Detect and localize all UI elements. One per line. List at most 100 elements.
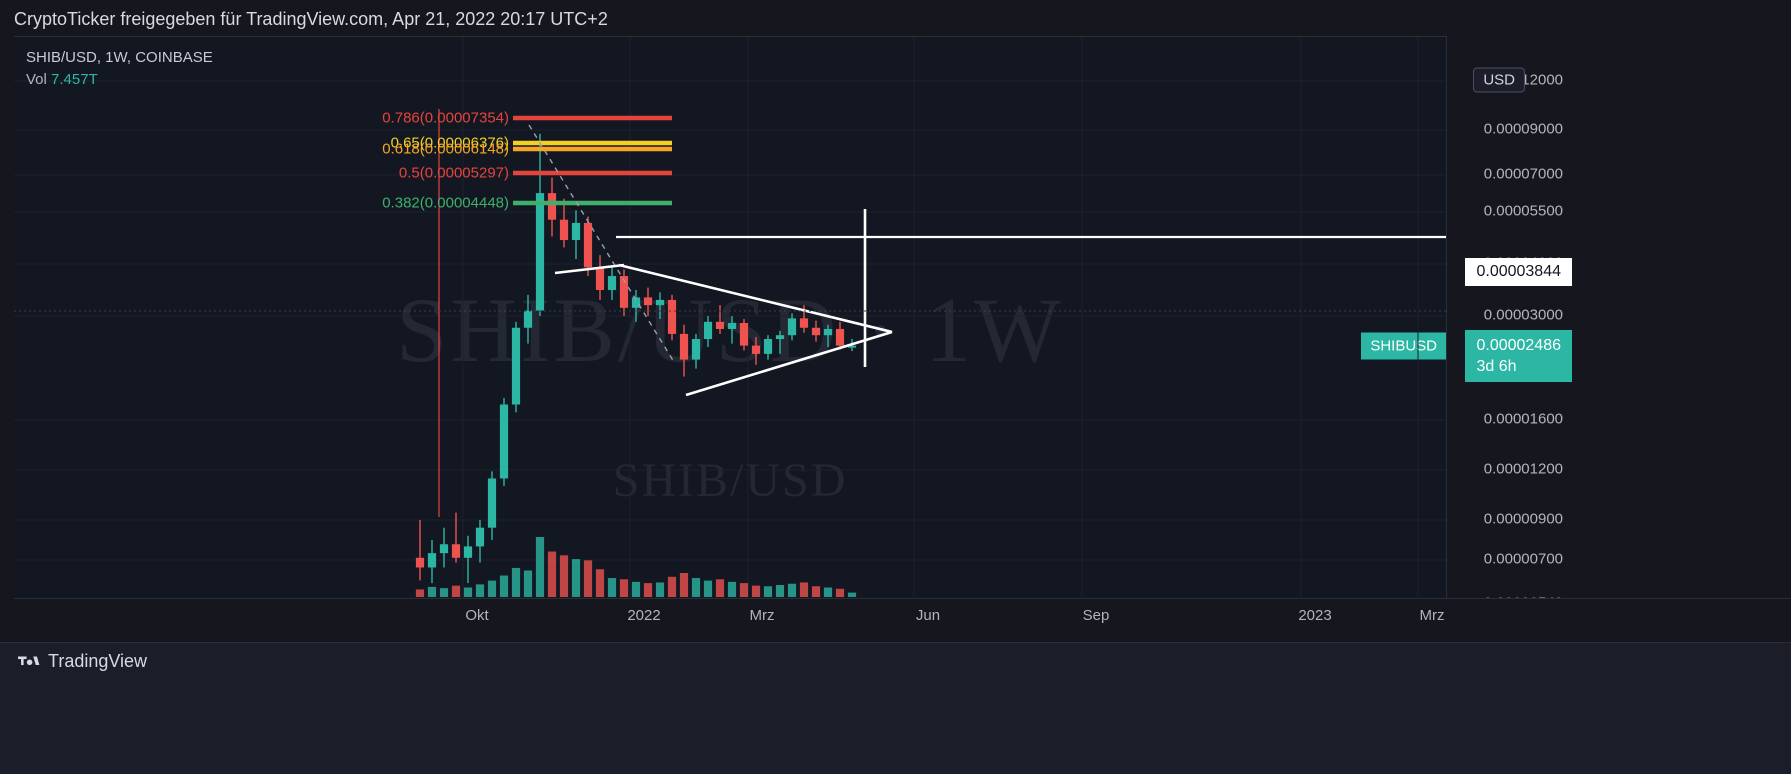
- candle-body: [451, 544, 461, 558]
- volume-bar: [535, 537, 545, 597]
- price-tick: 0.00003000: [1483, 306, 1563, 324]
- triangle-upper-extension: [554, 263, 625, 275]
- fib-level-label: 0.618(0.00006148): [382, 140, 509, 158]
- price-tick: 0.00000900: [1483, 510, 1563, 528]
- candle-body: [571, 222, 581, 241]
- volume-bar: [547, 551, 557, 597]
- price-tick: 0.00009000: [1483, 120, 1563, 138]
- fib-level-label: 0.65(0.00006376): [390, 134, 509, 152]
- currency-badge[interactable]: USD: [1473, 67, 1525, 93]
- grid-lines: [14, 37, 1446, 599]
- tradingview-brand[interactable]: TradingView: [18, 651, 147, 672]
- last-price-badge[interactable]: 0.00002486 3d 6h: [1465, 330, 1572, 382]
- candle-body: [667, 299, 677, 334]
- candle-body: [547, 193, 557, 220]
- price-tick: 0.00000700: [1483, 550, 1563, 568]
- time-tick: Jun: [915, 607, 941, 624]
- volume-bar: [703, 580, 713, 597]
- candle-body: [835, 328, 845, 346]
- candle-body: [427, 553, 437, 568]
- volume-bar: [775, 585, 785, 597]
- time-tick: Mrz: [1419, 607, 1445, 624]
- legend-volume-row[interactable]: Vol 7.457T: [26, 69, 213, 91]
- time-tick: 2022: [627, 607, 661, 624]
- time-tick: Sep: [1082, 607, 1110, 624]
- volume-bar: [691, 578, 701, 597]
- candle-body: [487, 478, 497, 528]
- volume-value: 7.457T: [51, 71, 98, 88]
- volume-bar: [787, 583, 797, 597]
- volume-bar: [523, 570, 533, 597]
- candle-body: [559, 219, 569, 241]
- volume-bar: [739, 583, 749, 597]
- volume-bar: [811, 586, 821, 597]
- fib-level-label: 0.5(0.00005297): [398, 164, 509, 182]
- tradingview-brand-label: TradingView: [48, 651, 148, 671]
- candle-body: [763, 339, 773, 354]
- volume-bar: [799, 582, 809, 597]
- time-tick: Mrz: [749, 607, 775, 624]
- volume-bar: [451, 585, 461, 597]
- dashed-trendline: [528, 124, 675, 363]
- candle-body: [679, 333, 689, 360]
- volume-bar: [439, 588, 449, 597]
- volume-bar: [487, 580, 497, 597]
- price-tick: 0.00001200: [1483, 460, 1563, 478]
- volume-bar: [655, 582, 665, 597]
- volume-bar: [715, 579, 725, 597]
- volume-bar: [415, 589, 425, 597]
- candle-body: [823, 328, 833, 336]
- volume-bar: [463, 587, 473, 597]
- candle-body: [499, 404, 509, 479]
- footer: TradingView: [0, 642, 1791, 774]
- candle-body: [619, 276, 629, 308]
- candle-body: [523, 310, 533, 328]
- candle-body: [715, 321, 725, 329]
- price-axis[interactable]: 0.000120000.000090000.000070000.00005500…: [1361, 36, 1791, 637]
- candle-body: [643, 297, 653, 306]
- volume-bar: [607, 578, 617, 597]
- legend-symbol-row[interactable]: SHIB/USD, 1W, COINBASE: [26, 49, 213, 66]
- volume-bar: [619, 579, 629, 597]
- volume-bar: [583, 560, 593, 597]
- candle-body: [751, 345, 761, 354]
- candle-body: [691, 339, 701, 360]
- volume-bar: [511, 567, 521, 597]
- volume-bar: [595, 569, 605, 597]
- volume-bar: [475, 584, 485, 597]
- volume-bar: [631, 581, 641, 597]
- candle-body: [607, 276, 617, 290]
- triangle-upper-trendline: [618, 263, 893, 334]
- volume-bar: [667, 576, 677, 597]
- fib-level-label: 0.786(0.00007354): [382, 109, 509, 127]
- chart-plot-svg: [14, 37, 1446, 599]
- chart-legend: SHIB/USD, 1W, COINBASE Vol 7.457T: [26, 47, 213, 91]
- triangle-lower-trendline: [685, 330, 893, 397]
- last-price-value: 0.00002486: [1476, 337, 1561, 354]
- symbol-price-badge: SHIBUSD: [1361, 332, 1446, 360]
- price-tick: 0.00007000: [1483, 165, 1563, 183]
- candle-body: [799, 318, 809, 328]
- candle-body: [727, 322, 737, 329]
- volume-bar: [499, 575, 509, 597]
- candle-body: [535, 193, 545, 311]
- volume-bar: [751, 585, 761, 597]
- time-tick: 2023: [1298, 607, 1332, 624]
- bar-countdown: 3d 6h: [1476, 358, 1517, 375]
- candle-body: [463, 546, 473, 558]
- chart-pane[interactable]: SHIB/USD · 1W SHIB/USD SHIB/USD, 1W, COI…: [14, 36, 1446, 599]
- candle-body: [631, 297, 641, 308]
- time-axis[interactable]: Okt 2022 Mrz Jun Sep 2023 Mrz: [14, 598, 1791, 642]
- volume-bar: [679, 573, 689, 597]
- candle-body: [775, 335, 785, 340]
- volume-bar: [559, 555, 569, 597]
- candle-body: [703, 321, 713, 340]
- volume-bar: [727, 581, 737, 597]
- fibonacci-lines: [513, 115, 672, 206]
- price-tick: 0.00005500: [1483, 202, 1563, 220]
- candle-body: [787, 318, 797, 336]
- price-tick: 0.00001600: [1483, 410, 1563, 428]
- time-tick: Okt: [465, 607, 489, 624]
- candle-body: [511, 327, 521, 405]
